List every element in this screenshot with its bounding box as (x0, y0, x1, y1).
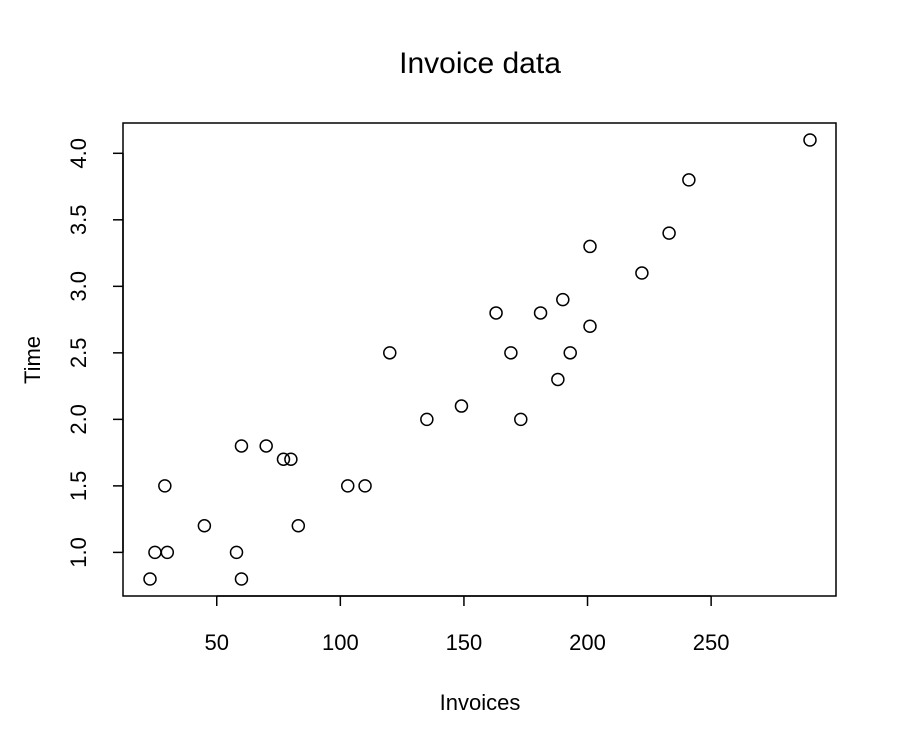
data-point (514, 412, 528, 427)
data-point (583, 239, 597, 254)
data-point (276, 452, 291, 467)
x-tick-label: 200 (569, 630, 606, 655)
data-point (635, 266, 649, 280)
data-point (803, 133, 817, 147)
y-tick-label: 3.0 (66, 271, 91, 302)
data-point (143, 572, 157, 586)
data-point (160, 545, 175, 560)
y-tick-label: 2.5 (66, 338, 91, 369)
data-point (259, 439, 273, 453)
data-point (662, 226, 676, 240)
x-tick-label: 250 (693, 630, 730, 655)
y-tick-label: 3.5 (66, 205, 91, 236)
data-point (533, 306, 548, 320)
data-point (229, 545, 244, 560)
data-point (284, 452, 298, 467)
data-points (143, 133, 817, 586)
data-point (454, 399, 469, 413)
data-point (197, 519, 212, 533)
data-point (234, 439, 249, 453)
data-point (563, 346, 577, 360)
data-point (420, 412, 434, 427)
y-tick-label: 1.0 (66, 537, 91, 568)
data-point (358, 479, 372, 493)
data-point (383, 346, 397, 360)
x-axis: 50 100 150 200 250 (204, 595, 730, 655)
data-point (341, 479, 355, 493)
data-point (583, 319, 597, 333)
x-tick-label: 100 (322, 630, 359, 655)
data-point (291, 519, 306, 533)
y-tick-label: 2.0 (66, 404, 91, 435)
x-axis-label: Invoices (440, 690, 521, 715)
x-tick-label: 50 (204, 630, 228, 655)
y-axis: 1.0 1.5 2.0 2.5 3.0 3.5 4.0 (66, 138, 124, 568)
y-tick-label: 1.5 (66, 471, 91, 502)
data-point (551, 372, 565, 387)
data-point (489, 306, 503, 320)
data-point (556, 292, 570, 307)
data-point (158, 479, 172, 493)
data-point (682, 173, 696, 187)
y-axis-label: Time (20, 336, 45, 384)
data-point (234, 572, 249, 586)
y-tick-label: 4.0 (66, 138, 91, 169)
x-tick-label: 150 (446, 630, 483, 655)
data-point (504, 346, 518, 360)
chart-title: Invoice data (399, 47, 561, 80)
